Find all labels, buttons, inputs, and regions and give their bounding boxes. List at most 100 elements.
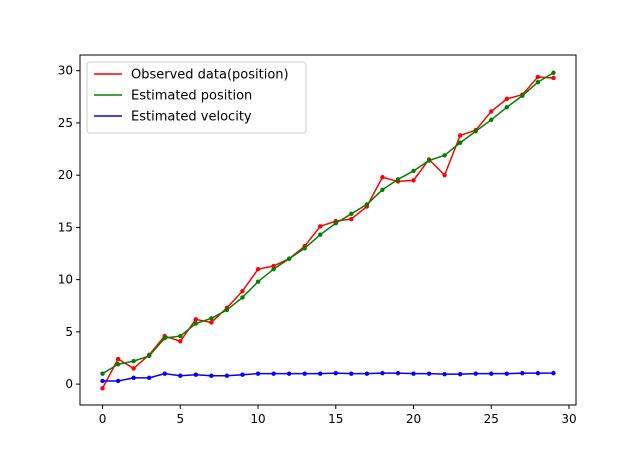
series-2-point	[224, 373, 230, 378]
series-1-point	[240, 295, 245, 300]
series-1-point	[271, 266, 276, 272]
series-2-point	[395, 370, 401, 376]
series-2-point	[349, 371, 354, 376]
series-2-point	[131, 375, 136, 381]
y-tick-label: 20	[58, 168, 73, 182]
series-1-point	[520, 93, 525, 98]
series-2-point	[286, 371, 292, 376]
series-1-point	[395, 177, 401, 182]
series-0-point	[131, 366, 136, 371]
series-1-point	[302, 246, 307, 251]
series-0-point	[457, 133, 463, 138]
series-2-point	[551, 370, 556, 376]
series-2-point	[380, 370, 385, 376]
legend-label-2: Estimated velocity	[131, 110, 252, 125]
x-tick-label: 20	[406, 412, 421, 426]
series-2-point	[504, 371, 510, 376]
series-2-point	[162, 371, 167, 376]
x-tick-label: 5	[176, 412, 184, 426]
series-0-point	[193, 317, 199, 322]
y-tick-label: 15	[58, 220, 73, 234]
series-2-point	[255, 371, 261, 376]
y-tick-label: 25	[58, 116, 73, 130]
x-tick-label: 0	[99, 412, 107, 426]
legend: Observed data(position) Estimated positio…	[86, 61, 307, 134]
legend-label-1: Estimated position	[131, 89, 252, 104]
series-1-point	[255, 279, 261, 284]
series-2-point	[146, 375, 152, 381]
series-line-1	[102, 72, 554, 375]
series-2-point	[364, 371, 370, 376]
series-2-point	[473, 371, 478, 376]
series-1-point	[535, 79, 541, 85]
series-1-point	[333, 221, 338, 226]
series-0-point	[100, 386, 105, 391]
series-1-point	[193, 321, 199, 326]
series-1-point	[131, 358, 136, 364]
series-2-point	[411, 371, 416, 376]
series-2-point	[302, 371, 307, 376]
y-tick-label: 0	[65, 377, 73, 391]
series-2-point	[115, 378, 121, 384]
series-0-point	[255, 266, 261, 272]
legend-box	[86, 61, 307, 134]
series-0-point	[442, 172, 447, 178]
series-1-point	[146, 353, 152, 359]
series-2-point	[426, 371, 432, 376]
series-1-point	[426, 158, 432, 163]
series-0-point	[489, 109, 494, 114]
series-2-point	[100, 378, 105, 384]
series-1-point	[349, 211, 354, 217]
series-1-point	[473, 129, 478, 134]
axes: 0 5 10 15 20 25 30 0 5 10 15 20 25 30	[58, 64, 577, 426]
series-0-point	[318, 224, 323, 229]
series-1-point	[411, 168, 416, 174]
series-line-2	[102, 372, 554, 382]
x-tick-label: 10	[250, 412, 265, 426]
series-0-point	[535, 74, 541, 80]
series-0-point	[115, 356, 121, 362]
axes-frame	[79, 54, 577, 406]
x-tick-label: 30	[561, 412, 576, 426]
y-tick-label: 10	[58, 273, 73, 287]
series-1-point	[178, 333, 183, 339]
series-2-point	[240, 372, 245, 377]
series-2-point	[457, 371, 463, 377]
series-2-point	[318, 371, 323, 376]
series-1-point	[551, 70, 556, 75]
series-0-point	[411, 178, 416, 183]
series-0-point	[380, 175, 385, 180]
series-1-point	[318, 232, 323, 237]
plot-area	[100, 70, 556, 391]
series-1-point	[224, 307, 230, 313]
x-tick-label: 15	[328, 412, 343, 426]
series-1-point	[364, 202, 370, 207]
series-2-point	[333, 370, 338, 376]
x-tick-label: 25	[484, 412, 499, 426]
series-0-point	[271, 263, 276, 269]
series-0-point	[551, 75, 556, 81]
series-1-point	[100, 371, 105, 376]
series-1-point	[380, 187, 385, 192]
series-2-point	[209, 373, 214, 378]
series-1-point	[286, 256, 292, 261]
series-1-point	[489, 117, 494, 122]
series-2-point	[489, 371, 494, 376]
series-0-point	[178, 339, 183, 344]
series-1-point	[162, 335, 167, 341]
series-2-point	[271, 371, 276, 376]
series-1-point	[115, 362, 121, 367]
series-1-point	[504, 105, 510, 110]
series-1-point	[457, 140, 463, 145]
series-0-point	[209, 320, 214, 325]
y-tick-label: 30	[58, 64, 73, 78]
series-2-point	[442, 371, 447, 377]
series-2-point	[178, 373, 183, 378]
y-tick-label: 5	[65, 325, 73, 339]
legend-label-0: Observed data(position)	[131, 68, 289, 83]
series-2-point	[193, 372, 199, 377]
series-line-0	[101, 76, 554, 389]
series-0-point	[504, 96, 510, 102]
series-2-point	[520, 370, 525, 376]
